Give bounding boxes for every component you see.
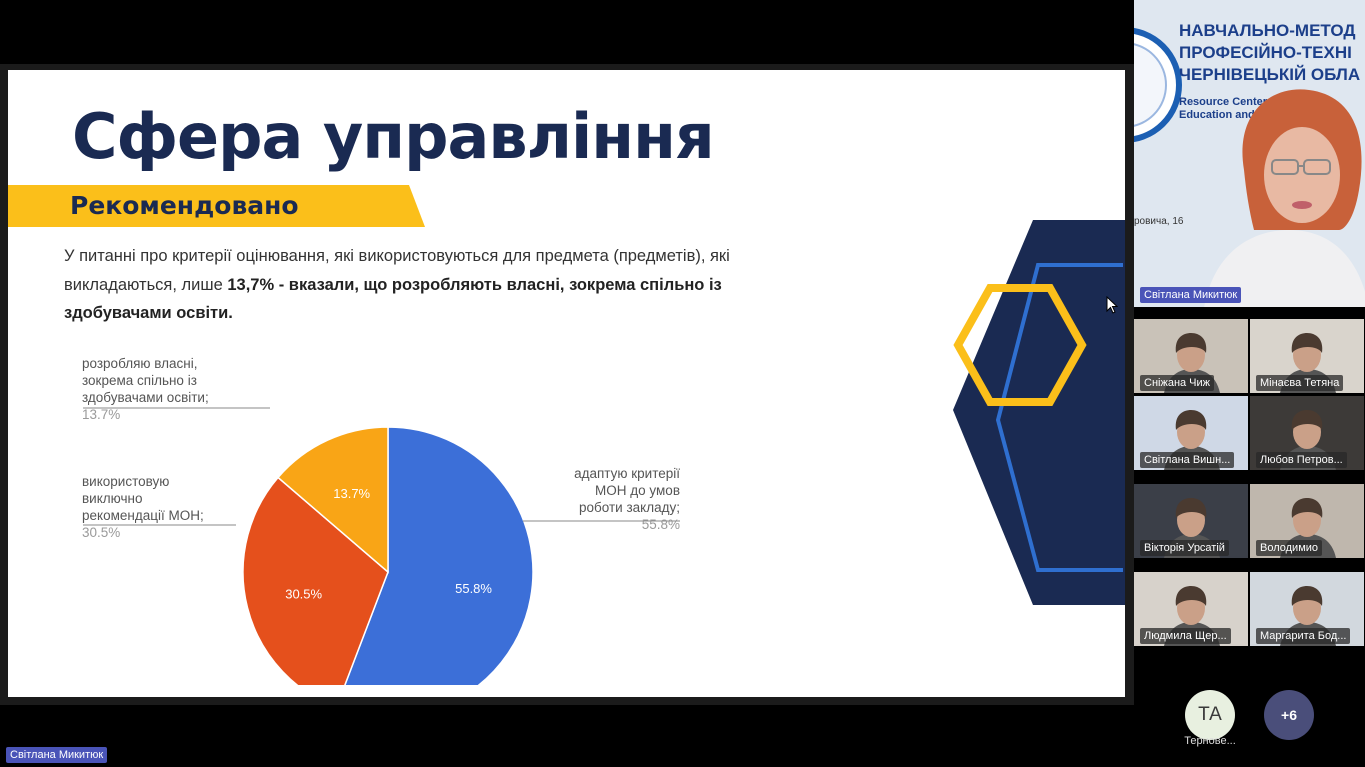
participant-name-tag: Маргарита Бод... [1256, 628, 1351, 644]
participant-name-tag: Світлана Вишн... [1140, 452, 1235, 468]
more-participants-button[interactable]: +6 [1264, 690, 1314, 740]
slide-intro-text: У питанні про критерії оцінювання, які в… [64, 242, 784, 328]
presenter-figure [1204, 89, 1365, 307]
participant-avatar-ta[interactable]: ТА [1185, 690, 1235, 740]
pie-slice-adapt-label: 55.8% [455, 581, 492, 596]
participant-name-tag: Мінаєва Тетяна [1256, 375, 1344, 391]
participant-name-tag: Людмила Щер... [1140, 628, 1231, 644]
participant-tile[interactable]: Вікторія Урсатій [1134, 484, 1248, 558]
pie-chart: 55.8% 30.5% 13.7% розробляю власні, зокрем… [8, 345, 768, 685]
participant-tile[interactable]: Сніжана Чиж [1134, 319, 1248, 393]
shared-slide: Сфера управління Рекомендовано У питанні… [8, 70, 1125, 697]
hexagon-decoration [953, 220, 1125, 605]
banner-label: Рекомендовано [70, 191, 299, 220]
intro-bold: 13,7% - вказали, що розробляють власні, … [64, 275, 722, 323]
pie-slice-adapt [344, 426, 534, 685]
slide-banner [8, 185, 425, 227]
participant-avatar-ta-name: Тернове... [1184, 735, 1236, 747]
participant-name-tag: Сніжана Чиж [1140, 375, 1215, 391]
callout-mon-only: використовую виключно рекомендації МОН; 3… [82, 474, 204, 540]
participant-name-tag: Володимио [1256, 540, 1323, 556]
participant-tile[interactable]: Людмила Щер... [1134, 572, 1248, 646]
organization-address: ровича, 16 [1134, 216, 1184, 227]
presenter-name-tag: Світлана Микитюк [1140, 287, 1242, 303]
callout-adapt-mon: адаптую критерії МОН до умов роботи закл… [574, 466, 680, 532]
participant-name-tag: Вікторія Урсатій [1140, 540, 1229, 556]
pie-chart-svg: 55.8% 30.5% 13.7% [83, 407, 680, 685]
pie-slice-mon-only [242, 476, 389, 685]
active-speaker-name-tag: Світлана Микитюк [6, 747, 108, 763]
participant-tile[interactable]: Світлана Вишн... [1134, 396, 1248, 470]
participant-name-tag: Любов Петров... [1256, 452, 1347, 468]
organization-logo-icon [1134, 27, 1182, 143]
slide-title: Сфера управління [72, 100, 715, 173]
organization-title: НАВЧАЛЬНО-МЕТОД ПРОФЕСІЙНО-ТЕХНІ ЧЕРНІВЕ… [1179, 21, 1361, 84]
mouse-cursor-icon [1106, 296, 1118, 314]
intro-normal: У питанні про критерії оцінювання, які в… [64, 247, 730, 294]
callout-own-criteria: розробляю власні, зокрема спільно із здо… [82, 356, 209, 422]
participant-tile[interactable]: Любов Петров... [1250, 396, 1364, 470]
pie-slice-own [276, 426, 389, 574]
presenter-video-tile[interactable]: НАВЧАЛЬНО-МЕТОД ПРОФЕСІЙНО-ТЕХНІ ЧЕРНІВЕ… [1134, 0, 1365, 307]
participant-tile[interactable]: Мінаєва Тетяна [1250, 319, 1364, 393]
pie-slice-own-label: 13.7% [333, 486, 370, 501]
participant-tile[interactable]: Маргарита Бод... [1250, 572, 1364, 646]
participant-tile[interactable]: Володимио [1250, 484, 1364, 558]
pie-slice-mon-only-label: 30.5% [285, 586, 322, 601]
